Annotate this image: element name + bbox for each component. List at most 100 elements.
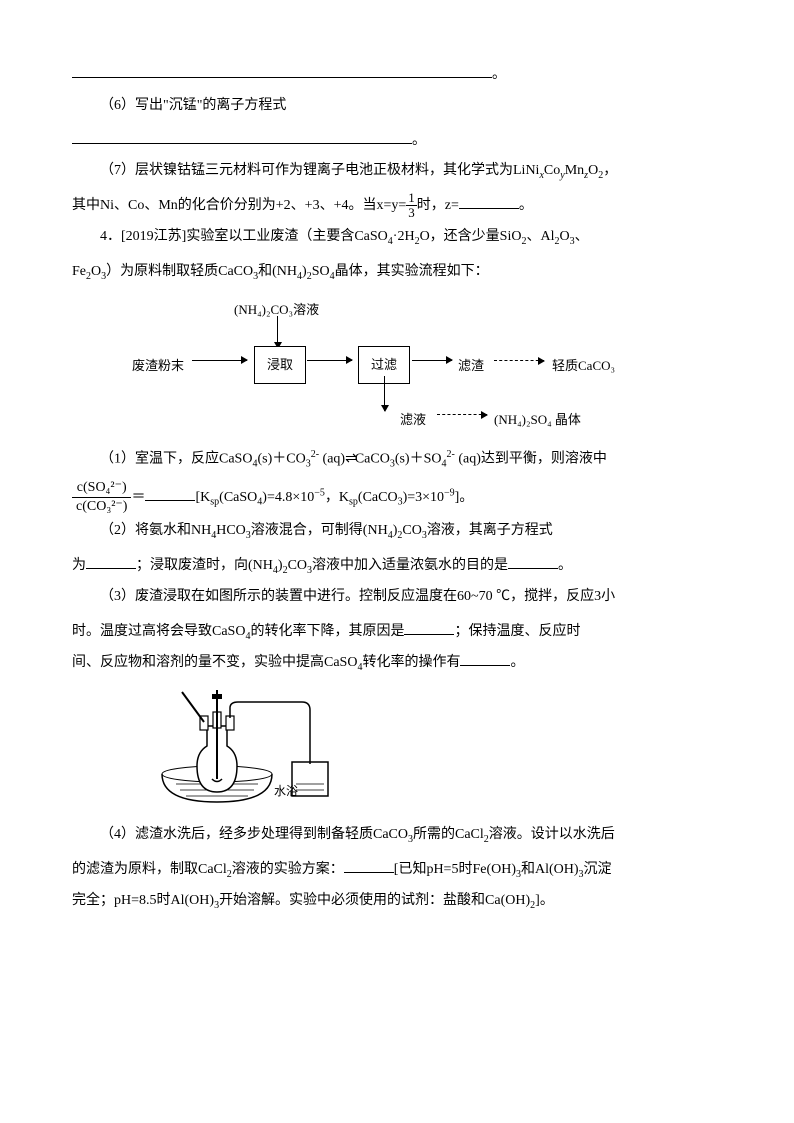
t: 溶液，其离子方程式	[427, 523, 553, 538]
s: 2-	[446, 449, 454, 460]
document-body: 。 （6）写出"沉锰"的离子方程式 。 （7）层状镍钴锰三元材料可作为锂离子电池…	[72, 60, 722, 917]
fc-out1-label: 滤渣	[458, 352, 484, 381]
eq-arrow: ⇌	[345, 451, 355, 466]
sub4-line3: 完全；pH=8.5时Al(OH)3开始溶解。实验中必须使用的试剂：盐酸和Ca(O…	[72, 886, 722, 917]
t: 完全；pH=8.5时Al(OH)	[72, 893, 214, 908]
sub1-line2: c(SO₄²⁻)c(CO₃²⁻)＝[Ksp(CaSO4)=4.8×10−5，Ks…	[72, 479, 722, 516]
t: SO	[312, 264, 330, 279]
s: sp	[210, 497, 219, 508]
s: −5	[314, 487, 325, 498]
t: 时。温度过高将会导致CaSO	[72, 624, 245, 639]
t: [K	[195, 490, 210, 505]
s: sp	[349, 497, 358, 508]
t: CO	[288, 558, 307, 573]
d: 3	[406, 206, 417, 220]
t: 溶液的实验方案：	[232, 862, 344, 877]
t: ]。	[455, 490, 474, 505]
t: Co	[544, 163, 560, 178]
flowchart: (NH₄)₂CO₃溶液 废渣粉末 浸取 过滤 滤渣 轻质CaCO₃ 滤液 (NH…	[132, 296, 652, 436]
t: 、Al	[526, 229, 554, 244]
sub3: （3）废渣浸取在如图所示的装置中进行。控制反应温度在60~70 ℃，搅拌，反应3…	[72, 582, 722, 613]
blank-line-5: 。	[72, 60, 722, 91]
sub4-line2: 的滤渣为原料，制取CaCl2溶液的实验方案：[已知pH=5时Fe(OH)3和Al…	[72, 855, 722, 886]
fc-out2-label: 滤液	[400, 406, 426, 435]
q6: （6）写出"沉锰"的离子方程式	[72, 91, 722, 122]
t: 的滤渣为原料，制取CaCl	[72, 862, 227, 877]
t: ·2H	[393, 229, 415, 244]
t: 。	[510, 655, 524, 670]
n: 1	[406, 191, 417, 206]
t: 所需的CaCl	[413, 827, 484, 842]
t: 沉淀	[584, 862, 612, 877]
t: （1）室温下，反应CaSO	[100, 451, 252, 466]
fc-out1: 轻质CaCO₃	[552, 352, 615, 381]
period2: 。	[412, 133, 426, 148]
t: (CaCO	[358, 490, 398, 505]
t: O	[559, 229, 569, 244]
t: 和(NH	[258, 264, 297, 279]
s: 2-	[311, 449, 319, 460]
t: 溶液。设计以水洗后	[489, 827, 615, 842]
q4-line2: Fe2O3）为原料制取轻质CaCO3和(NH4)2SO4晶体，其实验流程如下：	[72, 257, 722, 288]
t: （3）废渣浸取在如图所示的装置中进行。控制反应温度在60~70 ℃，搅拌，反应3…	[100, 589, 615, 604]
t: ，	[603, 163, 617, 178]
t: O	[588, 163, 598, 178]
s: 3	[306, 458, 311, 469]
t: )=3×10	[403, 490, 444, 505]
t: 其中Ni、Co、Mn的化合价分别为+2、+3、+4。当x=y=	[72, 198, 406, 213]
apparatus-label: 水浴	[274, 778, 298, 804]
t: 。	[558, 558, 572, 573]
t: ）为原料制取轻质CaCO	[106, 264, 253, 279]
t: ；保持温度、反应时	[454, 624, 580, 639]
t: （4）滤渣水洗后，经多步处理得到制备轻质CaCO	[100, 827, 408, 842]
t: )=4.8×10	[262, 490, 314, 505]
sub2: （2）将氨水和NH4HCO3溶液混合，可制得(NH4)2CO3溶液，其离子方程式	[72, 516, 722, 547]
fc-input: 废渣粉末	[132, 352, 184, 381]
t: (s)＋CO	[257, 451, 305, 466]
t: CO	[402, 523, 421, 538]
t: 溶液中加入适量浓氨水的目的是	[312, 558, 508, 573]
apparatus-diagram: 水浴	[152, 684, 372, 814]
t: 间、反应物和溶剂的量不变，实验中提高CaSO	[72, 655, 357, 670]
t: ；浸取废渣时，向(NH	[136, 558, 273, 573]
t: ]。	[535, 893, 554, 908]
sub4: （4）滤渣水洗后，经多步处理得到制备轻质CaCO3所需的CaCl2溶液。设计以水…	[72, 820, 722, 851]
t: HCO	[216, 523, 246, 538]
sub3-line2: 时。温度过高将会导致CaSO4的转化率下降，其原因是；保持温度、反应时	[72, 617, 722, 648]
q7-line2: 其中Ni、Co、Mn的化合价分别为+2、+3、+4。当x=y=13时，z= 。	[72, 191, 722, 222]
t: O，还含少量SiO	[420, 229, 522, 244]
t: （7）层状镍钴锰三元材料可作为锂离子电池正极材料，其化学式为LiNi	[100, 163, 539, 178]
t: 。	[519, 198, 533, 213]
t: 和Al(OH)	[521, 862, 579, 877]
period: 。	[492, 67, 506, 82]
t: 晶体，其实验流程如下：	[335, 264, 489, 279]
sub2-line2: 为；浸取废渣时，向(NH4)2CO3溶液中加入适量浓氨水的目的是。	[72, 551, 722, 582]
t: (aq)达到平衡，则溶液中	[455, 451, 607, 466]
q7: （7）层状镍钴锰三元材料可作为锂离子电池正极材料，其化学式为LiNixCoyMn…	[72, 156, 722, 187]
t: [已知pH=5时Fe(OH)	[394, 862, 516, 877]
t: O	[91, 264, 101, 279]
sub1: （1）室温下，反应CaSO4(s)＋CO32- (aq)⇌CaCO3(s)＋SO…	[72, 444, 722, 475]
t: ＝	[131, 490, 145, 505]
t: Fe	[72, 264, 86, 279]
t: 转化率的操作有	[362, 655, 460, 670]
t: ，K	[325, 490, 349, 505]
t: (aq)	[319, 451, 345, 466]
fc-step1: 浸取	[254, 346, 306, 385]
sub3-line3: 间、反应物和溶剂的量不变，实验中提高CaSO4转化率的操作有。	[72, 648, 722, 679]
t: 开始溶解。实验中必须使用的试剂：盐酸和Ca(OH)	[219, 893, 530, 908]
s: −9	[444, 487, 455, 498]
t: (s)＋SO	[395, 451, 442, 466]
t: CaCO	[355, 451, 390, 466]
d: c(CO₃²⁻)	[72, 498, 131, 516]
blank-line-6: 。	[72, 126, 722, 157]
fc-out2: (NH₄)₂SO₄ 晶体	[494, 406, 581, 435]
t: （2）将氨水和NH	[100, 523, 211, 538]
q4: 4．[2019江苏]实验室以工业废渣（主要含CaSO4·2H2O，还含少量SiO…	[72, 222, 722, 253]
t: 时，z=	[417, 198, 459, 213]
t: 溶液混合，可制得(NH	[251, 523, 388, 538]
t: 、	[575, 229, 589, 244]
n: c(SO₄²⁻)	[72, 479, 131, 498]
q6-label: （6）写出"沉锰"的离子方程式	[100, 98, 286, 113]
t: Mn	[565, 163, 584, 178]
